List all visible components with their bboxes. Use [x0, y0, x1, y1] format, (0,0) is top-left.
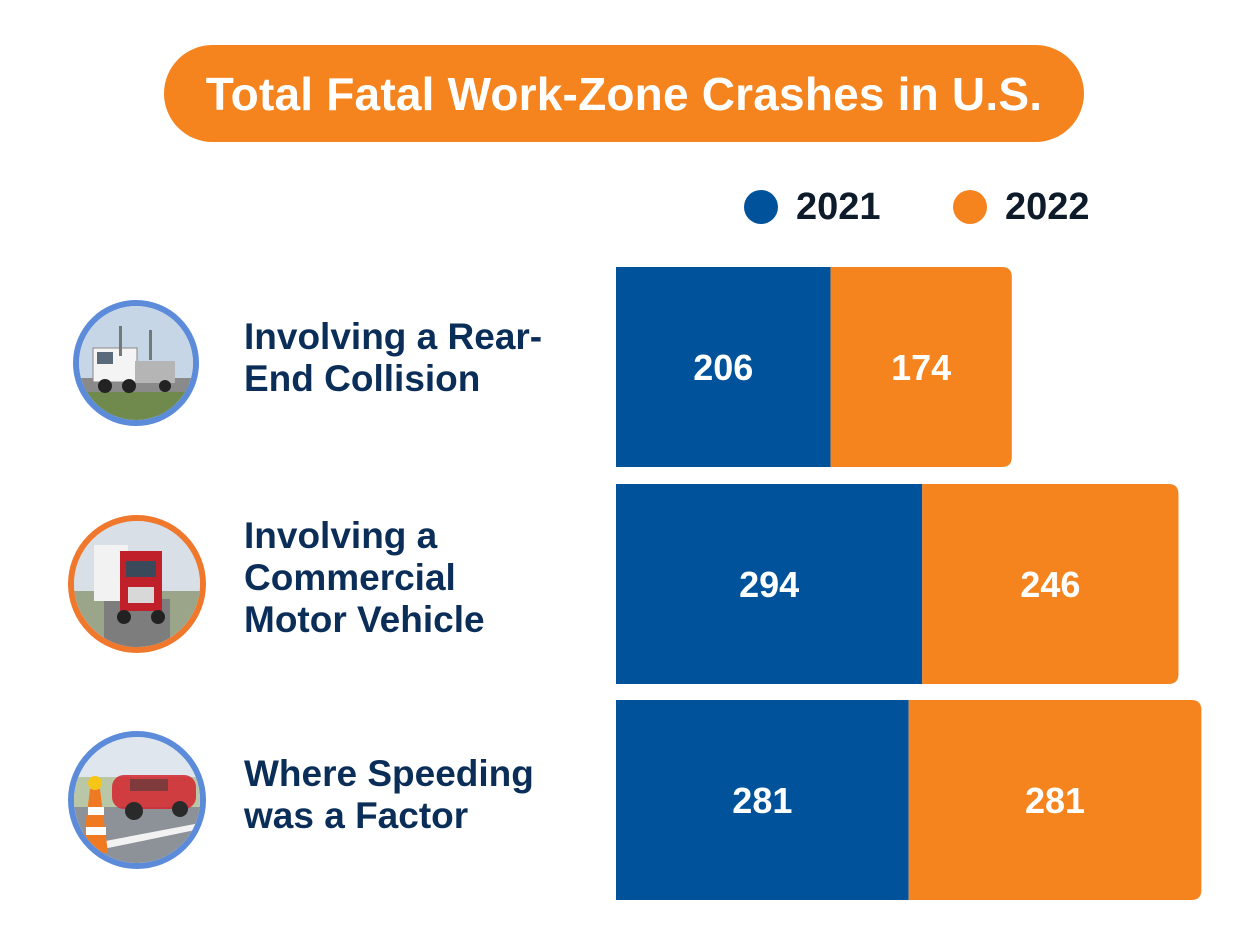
category-label-line: Commercial: [244, 557, 456, 598]
legend-label-2021: 2021: [796, 185, 881, 228]
legend-swatch-2021: [744, 190, 778, 224]
bar-2022-3: [908, 700, 1202, 900]
legend-item-2021: 2021: [744, 185, 881, 229]
bar-value-label-2022-2: 246: [1020, 564, 1080, 605]
bar-2022-1: [830, 267, 1012, 467]
category-label-line: was a Factor: [244, 795, 469, 836]
category-label-commercial-vehicle: Involving a Commercial Motor Vehicle: [244, 515, 584, 641]
legend-swatch-2022: [953, 190, 987, 224]
commercial-truck-photo: [68, 515, 206, 653]
category-label-line: Motor Vehicle: [244, 599, 485, 640]
category-label-line: Involving a Rear-: [244, 316, 543, 357]
chart-title-banner: Total Fatal Work-Zone Crashes in U.S.: [164, 45, 1084, 142]
bar-2022-2: [922, 484, 1179, 684]
speeding-car-photo: [68, 731, 206, 869]
category-label-line: Where Speeding: [244, 753, 534, 794]
bar-2021-1: [616, 267, 831, 467]
bar-2021-3: [616, 700, 909, 900]
category-label-speeding: Where Speeding was a Factor: [244, 753, 584, 837]
bar-value-label-2021-1: 206: [693, 347, 753, 388]
category-label-line: End Collision: [244, 358, 481, 399]
legend-label-2022: 2022: [1005, 185, 1090, 228]
category-label-rear-end: Involving a Rear- End Collision: [244, 316, 584, 400]
bar-value-label-2021-3: 281: [732, 780, 792, 821]
bar-2021-2: [616, 484, 923, 684]
chart-title: Total Fatal Work-Zone Crashes in U.S.: [205, 67, 1043, 120]
category-label-line: Involving a: [244, 515, 438, 556]
legend-item-2022: 2022: [953, 185, 1090, 229]
bar-value-label-2022-3: 281: [1025, 780, 1085, 821]
bar-value-label-2022-1: 174: [891, 347, 951, 388]
bar-value-label-2021-2: 294: [739, 564, 799, 605]
